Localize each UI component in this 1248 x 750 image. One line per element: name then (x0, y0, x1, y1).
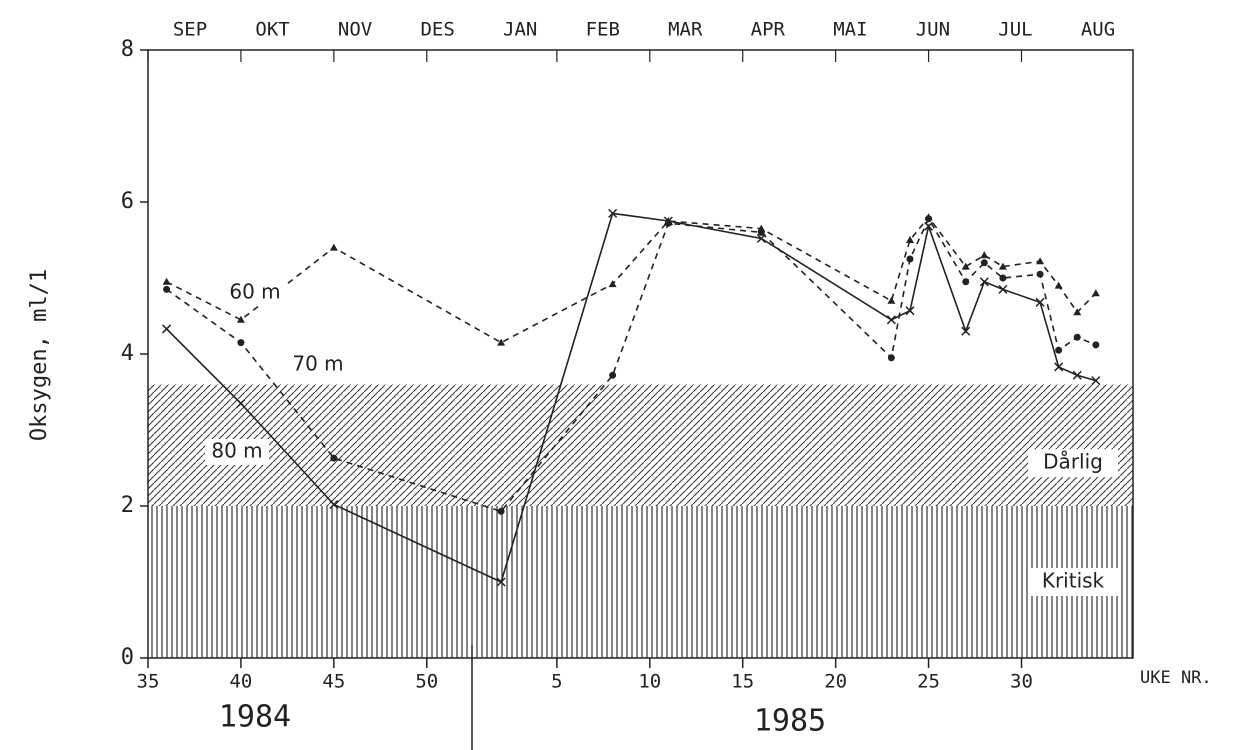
marker (757, 228, 765, 236)
zone-label: Kritisk (1042, 569, 1105, 593)
marker (497, 507, 505, 515)
marker (162, 324, 172, 334)
zone (148, 384, 1133, 506)
series-label-bg (286, 352, 350, 378)
x-tick-label: 30 (1010, 671, 1033, 693)
series-label-bg (205, 439, 269, 465)
month-label: OKT (255, 19, 289, 41)
month-label: SEP (173, 19, 207, 41)
month-label: JUN (916, 19, 950, 41)
marker (998, 262, 1007, 270)
marker (1054, 281, 1063, 289)
marker (237, 339, 245, 347)
y-tick-label: 6 (121, 189, 134, 214)
marker (236, 398, 246, 408)
marker (980, 251, 989, 259)
marker (609, 371, 617, 379)
x-tick-label: 25 (917, 671, 940, 693)
marker (329, 499, 339, 510)
y-tick-label: 2 (121, 493, 134, 518)
marker (1091, 376, 1101, 386)
marker (999, 274, 1007, 282)
marker (1092, 341, 1100, 349)
marker (756, 233, 766, 244)
month-label: FEB (586, 19, 620, 41)
marker (925, 215, 933, 223)
series-label: 70 m (292, 352, 343, 376)
marker (330, 454, 338, 462)
marker (961, 262, 970, 270)
month-label: JUL (998, 19, 1032, 41)
month-label: NOV (338, 19, 372, 41)
marker (962, 278, 970, 286)
marker (887, 296, 896, 304)
marker (961, 326, 971, 336)
marker (1054, 362, 1064, 372)
series-label: 60 m (229, 280, 280, 304)
marker (1072, 370, 1082, 380)
year-label: 1985 (754, 704, 826, 739)
marker (1036, 270, 1044, 278)
marker (608, 280, 617, 288)
x-tick-label: 50 (415, 671, 438, 693)
x-tick-label: 10 (638, 671, 661, 693)
marker (979, 277, 989, 287)
zone-label-bg (1028, 568, 1118, 596)
month-label: MAR (668, 19, 703, 41)
y-tick-label: 8 (121, 37, 134, 62)
zone-label-bg (1028, 449, 1118, 478)
marker (998, 284, 1008, 294)
y-axis-label: Oksygen, ml/1 (27, 269, 52, 441)
marker (980, 259, 988, 267)
series-label-bg (223, 280, 287, 306)
y-tick-label: 4 (121, 341, 134, 366)
marker (924, 221, 934, 231)
zone (148, 506, 1133, 658)
marker (663, 216, 673, 226)
year-label: 1984 (219, 700, 291, 735)
x-tick-label: 15 (731, 671, 754, 693)
marker (163, 285, 171, 293)
x-tick-label: 5 (551, 671, 562, 693)
marker (886, 315, 896, 325)
marker (162, 277, 171, 285)
marker (1073, 308, 1082, 316)
marker (1091, 289, 1100, 297)
x-axis-label: UKE NR. (1140, 668, 1212, 688)
marker (905, 306, 915, 316)
marker (887, 354, 895, 362)
x-tick-label: 45 (322, 671, 345, 693)
marker (329, 243, 338, 251)
series-line (166, 215, 1097, 344)
marker (608, 208, 618, 218)
series-label: 80 m (211, 439, 262, 463)
marker (236, 315, 245, 323)
marker (1035, 297, 1045, 307)
month-label: AUG (1081, 19, 1115, 41)
zone-label: Dårlig (1043, 450, 1103, 474)
marker (497, 338, 506, 346)
marker (1055, 346, 1063, 354)
y-tick-label: 0 (121, 645, 134, 670)
month-label: MAI (833, 19, 867, 41)
marker (1073, 333, 1081, 341)
marker (496, 577, 506, 587)
month-label: APR (751, 19, 786, 41)
x-tick-label: 40 (229, 671, 252, 693)
x-tick-label: 35 (137, 671, 160, 693)
month-label: JAN (503, 19, 537, 41)
marker (906, 255, 914, 263)
month-label: DES (420, 19, 454, 41)
x-tick-label: 20 (824, 671, 847, 693)
marker (1036, 257, 1045, 265)
marker (905, 236, 914, 243)
